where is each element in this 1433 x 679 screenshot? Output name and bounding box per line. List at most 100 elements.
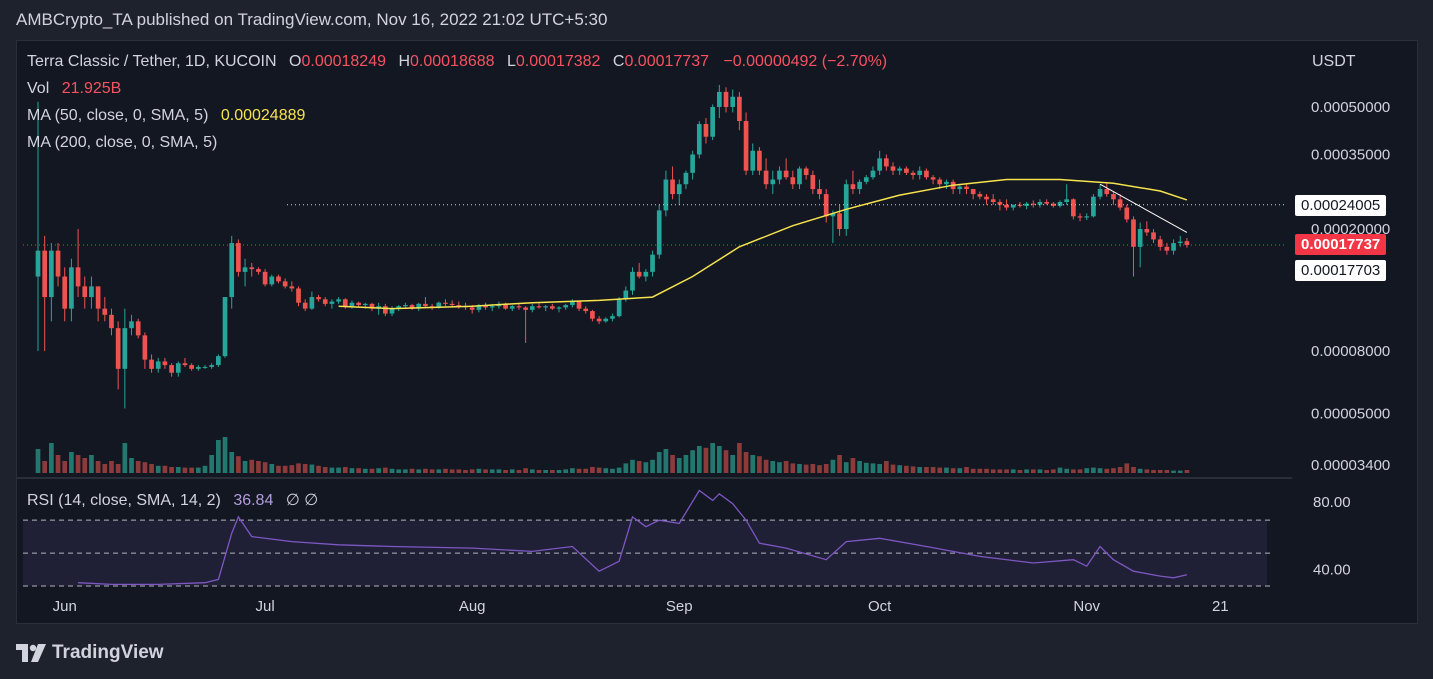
volume-bar	[69, 452, 74, 473]
volume-bar	[423, 468, 428, 473]
volume-bar	[603, 468, 609, 473]
volume-bar	[743, 452, 749, 473]
candle-body	[322, 299, 328, 304]
volume-bar	[663, 449, 669, 473]
volume-bar	[890, 464, 896, 473]
candle-body	[944, 181, 949, 185]
candle-body	[336, 299, 341, 302]
volume-bar	[149, 464, 154, 473]
volume-bar	[1030, 469, 1036, 473]
candle-body	[302, 302, 308, 309]
volume-bar	[850, 458, 856, 473]
candle-body	[730, 96, 736, 107]
candle-body	[877, 158, 882, 171]
volume-bar	[483, 469, 488, 473]
volume-bar	[349, 468, 355, 473]
candle-body	[1177, 241, 1183, 244]
price-chart[interactable]: 0.00050000 0.00035000 0.00020000 0.00008000…	[17, 41, 1417, 623]
candle-body	[550, 306, 555, 309]
candle-body	[857, 181, 862, 190]
volume-bar	[750, 455, 756, 473]
low-label: L	[507, 53, 516, 70]
rsi-legend: RSI (14, close, SMA, 14, 2) 36.84 ∅ ∅	[27, 490, 318, 510]
volume-bar	[576, 468, 582, 473]
time-tick-label: Sep	[666, 598, 693, 615]
chart-panel[interactable]: 0.00050000 0.00035000 0.00020000 0.00008000…	[16, 40, 1418, 624]
candle-body	[1184, 241, 1190, 246]
high-label: H	[398, 53, 411, 70]
candle-body	[683, 172, 689, 185]
candle-body	[710, 107, 715, 137]
candle-body	[723, 91, 729, 107]
price-tick-label: 0.00008000	[1311, 343, 1390, 360]
last-price-tag: 0.00017737	[1295, 234, 1387, 255]
candle-body	[1144, 229, 1150, 233]
rsi-label: RSI (14, close, SMA, 14, 2)	[27, 492, 221, 509]
volume-bar	[509, 469, 515, 473]
volume-bar	[676, 458, 682, 473]
volume-bar	[302, 464, 308, 473]
candle-body	[249, 267, 255, 270]
volume-bar	[596, 467, 602, 473]
candle-body	[356, 302, 361, 306]
volume-bar	[523, 468, 528, 473]
volume-bar	[1050, 469, 1056, 473]
candle-body	[576, 301, 582, 309]
candle-body	[503, 303, 508, 309]
candle-body	[62, 276, 68, 309]
rsi-band-layer	[23, 519, 1273, 587]
volume-bar	[463, 470, 468, 473]
candle-body	[930, 177, 936, 180]
volume-bar	[1104, 468, 1110, 473]
price-tick-label: 0.00020000	[1311, 221, 1390, 238]
volume-bar	[556, 470, 562, 473]
candle-body	[870, 170, 876, 178]
volume-bar	[1097, 468, 1103, 473]
candle-body	[783, 170, 789, 178]
support-price-tag: 0.00017703	[1295, 260, 1387, 281]
resistance-price-tag: 0.00024005	[1295, 195, 1387, 216]
candle-body	[636, 271, 642, 277]
volume-bar	[897, 465, 903, 473]
candle-body	[523, 307, 528, 310]
volume-bar	[710, 443, 715, 473]
volume-bar	[650, 459, 655, 473]
candle-body	[650, 254, 655, 272]
candle-body	[316, 297, 321, 300]
candle-body	[777, 170, 782, 180]
volume-bar	[95, 461, 101, 473]
price-tick-label: 0.00050000	[1311, 99, 1390, 116]
candle-body	[863, 177, 869, 182]
volume-bar	[823, 464, 829, 473]
tradingview-brand[interactable]: TradingView	[16, 642, 164, 664]
candle-body	[937, 179, 943, 185]
volume-bar	[162, 465, 168, 473]
candle-body	[1151, 232, 1156, 240]
candle-body	[1124, 207, 1130, 220]
time-tick-label: Nov	[1073, 598, 1100, 615]
candle-body	[82, 286, 88, 298]
volume-bar	[42, 461, 48, 473]
volume-bar	[209, 455, 215, 473]
volume-bar	[1024, 469, 1029, 473]
volume-bar	[476, 468, 482, 473]
volume-bar	[1124, 463, 1130, 473]
candle-body	[1131, 219, 1136, 247]
candle-body	[897, 168, 903, 171]
volume-bar	[623, 463, 629, 473]
volume-bar	[616, 467, 622, 473]
volume-bar	[1010, 469, 1016, 473]
volume-bar	[944, 467, 949, 473]
volume-bar	[236, 456, 241, 473]
volume-bar	[369, 468, 375, 473]
candle-body	[276, 276, 281, 282]
volume-bar	[489, 469, 495, 473]
high-value: 0.00018688	[410, 53, 495, 70]
candle-body	[957, 186, 963, 190]
ma200-label: MA (200, close, 0, SMA, 5)	[27, 134, 218, 151]
volume-bar	[182, 467, 188, 473]
candle-body	[449, 303, 455, 306]
volume-bar	[35, 449, 41, 473]
lines-layer	[23, 178, 1287, 586]
candle-body	[843, 184, 849, 230]
